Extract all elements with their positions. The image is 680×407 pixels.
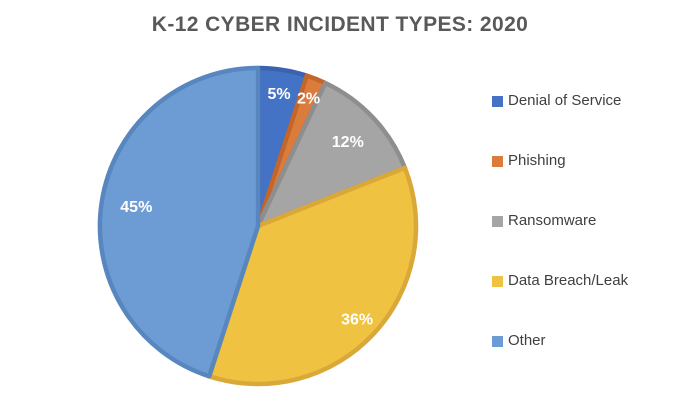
slice-label-denial-of-service: 5%	[267, 86, 290, 103]
legend-swatch-phishing	[492, 155, 503, 167]
legend-item-denial-of-service: Denial of Service	[492, 93, 628, 109]
slice-label-phishing: 2%	[297, 91, 320, 108]
legend-label-other: Other	[508, 332, 546, 349]
chart-legend: Denial of Service Phishing Ransomware Data …	[492, 93, 628, 349]
slice-label-data-breach-leak: 36%	[341, 312, 373, 329]
legend-item-data-breach-leak: Data Breach/Leak	[492, 273, 628, 289]
legend-item-ransomware: Ransomware	[492, 213, 628, 229]
legend-label-data-breach-leak: Data Breach/Leak	[508, 272, 629, 289]
slice-label-ransomware: 12%	[332, 134, 364, 151]
pie-slice-other	[97, 65, 261, 379]
pie-slice-ransomware	[255, 80, 408, 229]
legend-swatch-other	[492, 335, 503, 347]
legend-item-other: Other	[492, 333, 628, 349]
legend-swatch-data-breach-leak	[492, 275, 503, 287]
legend-swatch-denial-of-service	[492, 95, 503, 107]
legend-swatch-ransomware	[492, 215, 503, 227]
pie-slice-data-breach-leak	[206, 165, 419, 387]
legend-label-ransomware: Ransomware	[508, 212, 597, 229]
legend-label-denial-of-service: Denial of Service	[508, 92, 622, 109]
legend-item-phishing: Phishing	[492, 153, 628, 169]
slice-label-other: 45%	[120, 199, 152, 216]
legend-label-phishing: Phishing	[508, 152, 566, 169]
chart-title: K-12 CYBER INCIDENT TYPES: 2020	[151, 13, 529, 36]
